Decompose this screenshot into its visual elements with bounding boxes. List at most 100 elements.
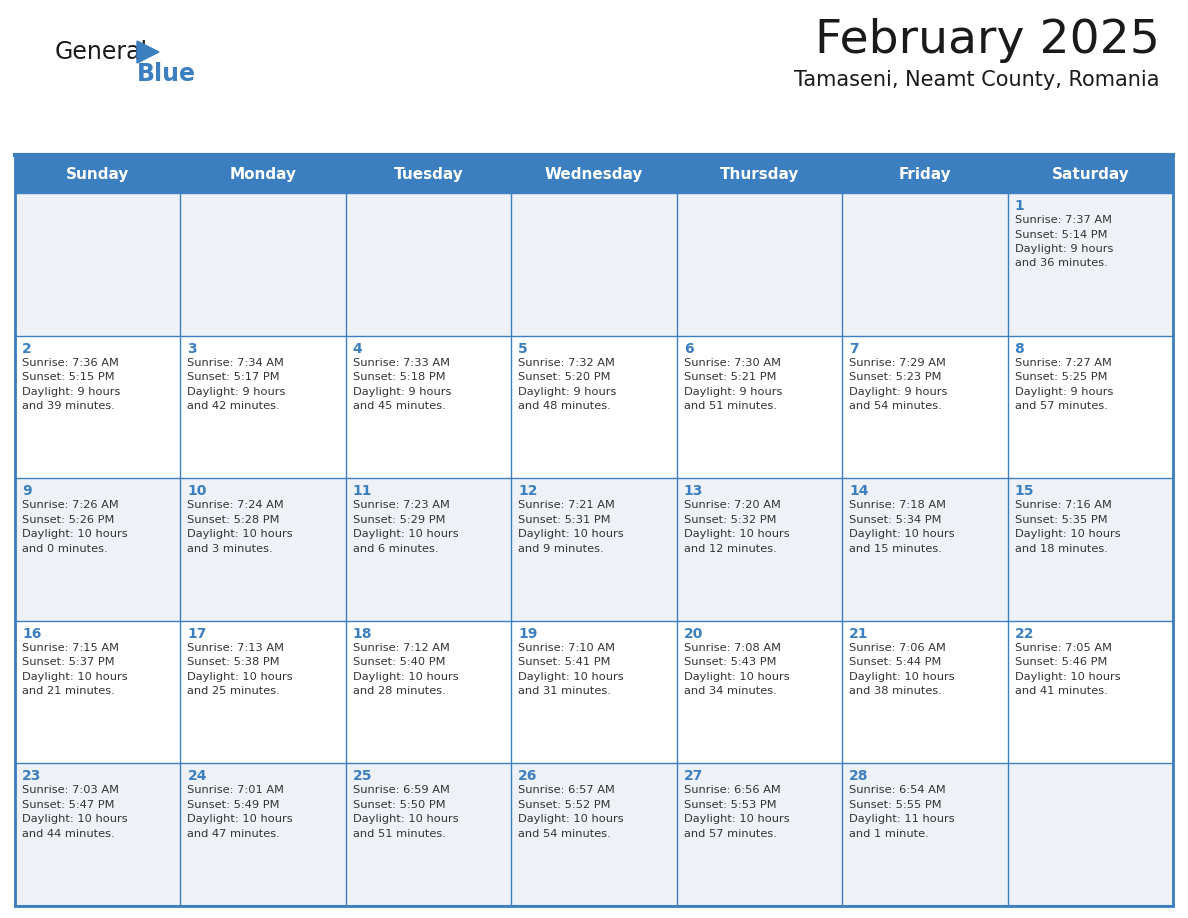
Text: Sunrise: 7:06 AM: Sunrise: 7:06 AM bbox=[849, 643, 946, 653]
Text: Sunrise: 7:05 AM: Sunrise: 7:05 AM bbox=[1015, 643, 1112, 653]
Text: Sunrise: 7:29 AM: Sunrise: 7:29 AM bbox=[849, 358, 946, 367]
Text: 27: 27 bbox=[684, 769, 703, 783]
Text: Tuesday: Tuesday bbox=[393, 166, 463, 182]
Text: Sunset: 5:38 PM: Sunset: 5:38 PM bbox=[188, 657, 280, 667]
Text: Daylight: 9 hours: Daylight: 9 hours bbox=[23, 386, 120, 397]
Bar bbox=[15, 478, 1173, 621]
Text: 25: 25 bbox=[353, 769, 372, 783]
Text: Blue: Blue bbox=[137, 62, 196, 86]
Text: and 39 minutes.: and 39 minutes. bbox=[23, 401, 115, 411]
Bar bbox=[15, 155, 1173, 906]
Text: Thursday: Thursday bbox=[720, 166, 800, 182]
Text: Sunrise: 7:10 AM: Sunrise: 7:10 AM bbox=[518, 643, 615, 653]
Text: Daylight: 9 hours: Daylight: 9 hours bbox=[353, 386, 451, 397]
Text: Sunset: 5:21 PM: Sunset: 5:21 PM bbox=[684, 372, 776, 382]
Text: Sunrise: 6:54 AM: Sunrise: 6:54 AM bbox=[849, 786, 946, 795]
Text: Sunrise: 7:15 AM: Sunrise: 7:15 AM bbox=[23, 643, 119, 653]
Text: 2: 2 bbox=[23, 341, 32, 355]
Text: 22: 22 bbox=[1015, 627, 1034, 641]
Text: and 45 minutes.: and 45 minutes. bbox=[353, 401, 446, 411]
Text: and 34 minutes.: and 34 minutes. bbox=[684, 687, 777, 696]
Text: 15: 15 bbox=[1015, 484, 1034, 498]
Text: and 57 minutes.: and 57 minutes. bbox=[684, 829, 777, 839]
Text: Daylight: 10 hours: Daylight: 10 hours bbox=[353, 672, 459, 682]
Text: Sunday: Sunday bbox=[67, 166, 129, 182]
Text: 11: 11 bbox=[353, 484, 372, 498]
Text: Sunset: 5:14 PM: Sunset: 5:14 PM bbox=[1015, 230, 1107, 240]
Text: Sunrise: 7:27 AM: Sunrise: 7:27 AM bbox=[1015, 358, 1112, 367]
Text: Daylight: 10 hours: Daylight: 10 hours bbox=[188, 814, 293, 824]
Text: Sunset: 5:18 PM: Sunset: 5:18 PM bbox=[353, 372, 446, 382]
Text: Sunset: 5:25 PM: Sunset: 5:25 PM bbox=[1015, 372, 1107, 382]
Text: Daylight: 10 hours: Daylight: 10 hours bbox=[518, 672, 624, 682]
Text: and 31 minutes.: and 31 minutes. bbox=[518, 687, 611, 696]
Text: Sunset: 5:55 PM: Sunset: 5:55 PM bbox=[849, 800, 942, 810]
Text: 8: 8 bbox=[1015, 341, 1024, 355]
Text: Daylight: 10 hours: Daylight: 10 hours bbox=[518, 814, 624, 824]
Text: and 42 minutes.: and 42 minutes. bbox=[188, 401, 280, 411]
Text: Sunset: 5:17 PM: Sunset: 5:17 PM bbox=[188, 372, 280, 382]
Text: Sunset: 5:50 PM: Sunset: 5:50 PM bbox=[353, 800, 446, 810]
Text: 16: 16 bbox=[23, 627, 42, 641]
Text: 9: 9 bbox=[23, 484, 32, 498]
Text: Sunset: 5:41 PM: Sunset: 5:41 PM bbox=[518, 657, 611, 667]
Text: Sunrise: 7:08 AM: Sunrise: 7:08 AM bbox=[684, 643, 781, 653]
Text: and 51 minutes.: and 51 minutes. bbox=[353, 829, 446, 839]
Text: 6: 6 bbox=[684, 341, 694, 355]
Polygon shape bbox=[137, 41, 159, 63]
Text: Sunrise: 7:21 AM: Sunrise: 7:21 AM bbox=[518, 500, 615, 510]
Text: Saturday: Saturday bbox=[1051, 166, 1129, 182]
Text: and 6 minutes.: and 6 minutes. bbox=[353, 543, 438, 554]
Text: Sunset: 5:47 PM: Sunset: 5:47 PM bbox=[23, 800, 114, 810]
Text: 23: 23 bbox=[23, 769, 42, 783]
Text: 21: 21 bbox=[849, 627, 868, 641]
Text: Daylight: 11 hours: Daylight: 11 hours bbox=[849, 814, 955, 824]
Text: and 15 minutes.: and 15 minutes. bbox=[849, 543, 942, 554]
Text: Daylight: 9 hours: Daylight: 9 hours bbox=[518, 386, 617, 397]
Text: Daylight: 9 hours: Daylight: 9 hours bbox=[1015, 386, 1113, 397]
Text: Sunrise: 7:12 AM: Sunrise: 7:12 AM bbox=[353, 643, 450, 653]
Text: 5: 5 bbox=[518, 341, 527, 355]
Text: and 3 minutes.: and 3 minutes. bbox=[188, 543, 273, 554]
Text: Sunrise: 6:59 AM: Sunrise: 6:59 AM bbox=[353, 786, 450, 795]
Text: Sunset: 5:43 PM: Sunset: 5:43 PM bbox=[684, 657, 776, 667]
Text: Sunset: 5:40 PM: Sunset: 5:40 PM bbox=[353, 657, 446, 667]
Text: Daylight: 10 hours: Daylight: 10 hours bbox=[353, 529, 459, 539]
Text: and 41 minutes.: and 41 minutes. bbox=[1015, 687, 1107, 696]
Text: Sunset: 5:31 PM: Sunset: 5:31 PM bbox=[518, 515, 611, 525]
Text: Daylight: 10 hours: Daylight: 10 hours bbox=[1015, 672, 1120, 682]
Text: Daylight: 10 hours: Daylight: 10 hours bbox=[849, 529, 955, 539]
Text: Daylight: 10 hours: Daylight: 10 hours bbox=[684, 814, 789, 824]
Text: and 38 minutes.: and 38 minutes. bbox=[849, 687, 942, 696]
Text: Daylight: 9 hours: Daylight: 9 hours bbox=[849, 386, 948, 397]
Text: Sunrise: 7:36 AM: Sunrise: 7:36 AM bbox=[23, 358, 119, 367]
Text: Sunset: 5:44 PM: Sunset: 5:44 PM bbox=[849, 657, 942, 667]
Text: Daylight: 9 hours: Daylight: 9 hours bbox=[1015, 244, 1113, 254]
Text: Sunset: 5:52 PM: Sunset: 5:52 PM bbox=[518, 800, 611, 810]
Text: Sunset: 5:34 PM: Sunset: 5:34 PM bbox=[849, 515, 942, 525]
Text: Daylight: 10 hours: Daylight: 10 hours bbox=[518, 529, 624, 539]
Text: Sunset: 5:35 PM: Sunset: 5:35 PM bbox=[1015, 515, 1107, 525]
Text: Wednesday: Wednesday bbox=[545, 166, 643, 182]
Text: Sunset: 5:46 PM: Sunset: 5:46 PM bbox=[1015, 657, 1107, 667]
Text: and 21 minutes.: and 21 minutes. bbox=[23, 687, 115, 696]
Text: 4: 4 bbox=[353, 341, 362, 355]
Text: Daylight: 10 hours: Daylight: 10 hours bbox=[684, 529, 789, 539]
Text: Sunrise: 7:33 AM: Sunrise: 7:33 AM bbox=[353, 358, 450, 367]
Text: Daylight: 10 hours: Daylight: 10 hours bbox=[23, 529, 127, 539]
Text: Daylight: 9 hours: Daylight: 9 hours bbox=[188, 386, 286, 397]
Text: Sunset: 5:29 PM: Sunset: 5:29 PM bbox=[353, 515, 446, 525]
Bar bbox=[15, 193, 1173, 336]
Text: General: General bbox=[55, 40, 148, 64]
Text: Sunset: 5:32 PM: Sunset: 5:32 PM bbox=[684, 515, 776, 525]
Text: and 12 minutes.: and 12 minutes. bbox=[684, 543, 777, 554]
Text: Daylight: 10 hours: Daylight: 10 hours bbox=[353, 814, 459, 824]
Text: Daylight: 10 hours: Daylight: 10 hours bbox=[684, 672, 789, 682]
Text: and 9 minutes.: and 9 minutes. bbox=[518, 543, 604, 554]
Text: Sunset: 5:37 PM: Sunset: 5:37 PM bbox=[23, 657, 114, 667]
Text: Sunset: 5:49 PM: Sunset: 5:49 PM bbox=[188, 800, 280, 810]
Text: and 51 minutes.: and 51 minutes. bbox=[684, 401, 777, 411]
Text: 7: 7 bbox=[849, 341, 859, 355]
Text: Sunrise: 7:18 AM: Sunrise: 7:18 AM bbox=[849, 500, 946, 510]
Text: Sunrise: 7:03 AM: Sunrise: 7:03 AM bbox=[23, 786, 119, 795]
